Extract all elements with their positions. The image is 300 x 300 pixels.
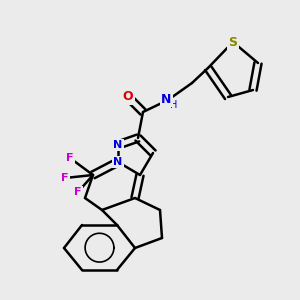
Text: O: O: [123, 91, 133, 103]
Text: N: N: [113, 157, 123, 167]
Text: H: H: [170, 100, 177, 110]
Text: F: F: [74, 187, 82, 197]
Text: F: F: [66, 153, 74, 163]
Text: N: N: [113, 157, 123, 167]
Text: F: F: [61, 173, 69, 183]
Text: N: N: [161, 93, 172, 106]
Text: N: N: [113, 140, 123, 150]
Text: S: S: [229, 35, 238, 49]
